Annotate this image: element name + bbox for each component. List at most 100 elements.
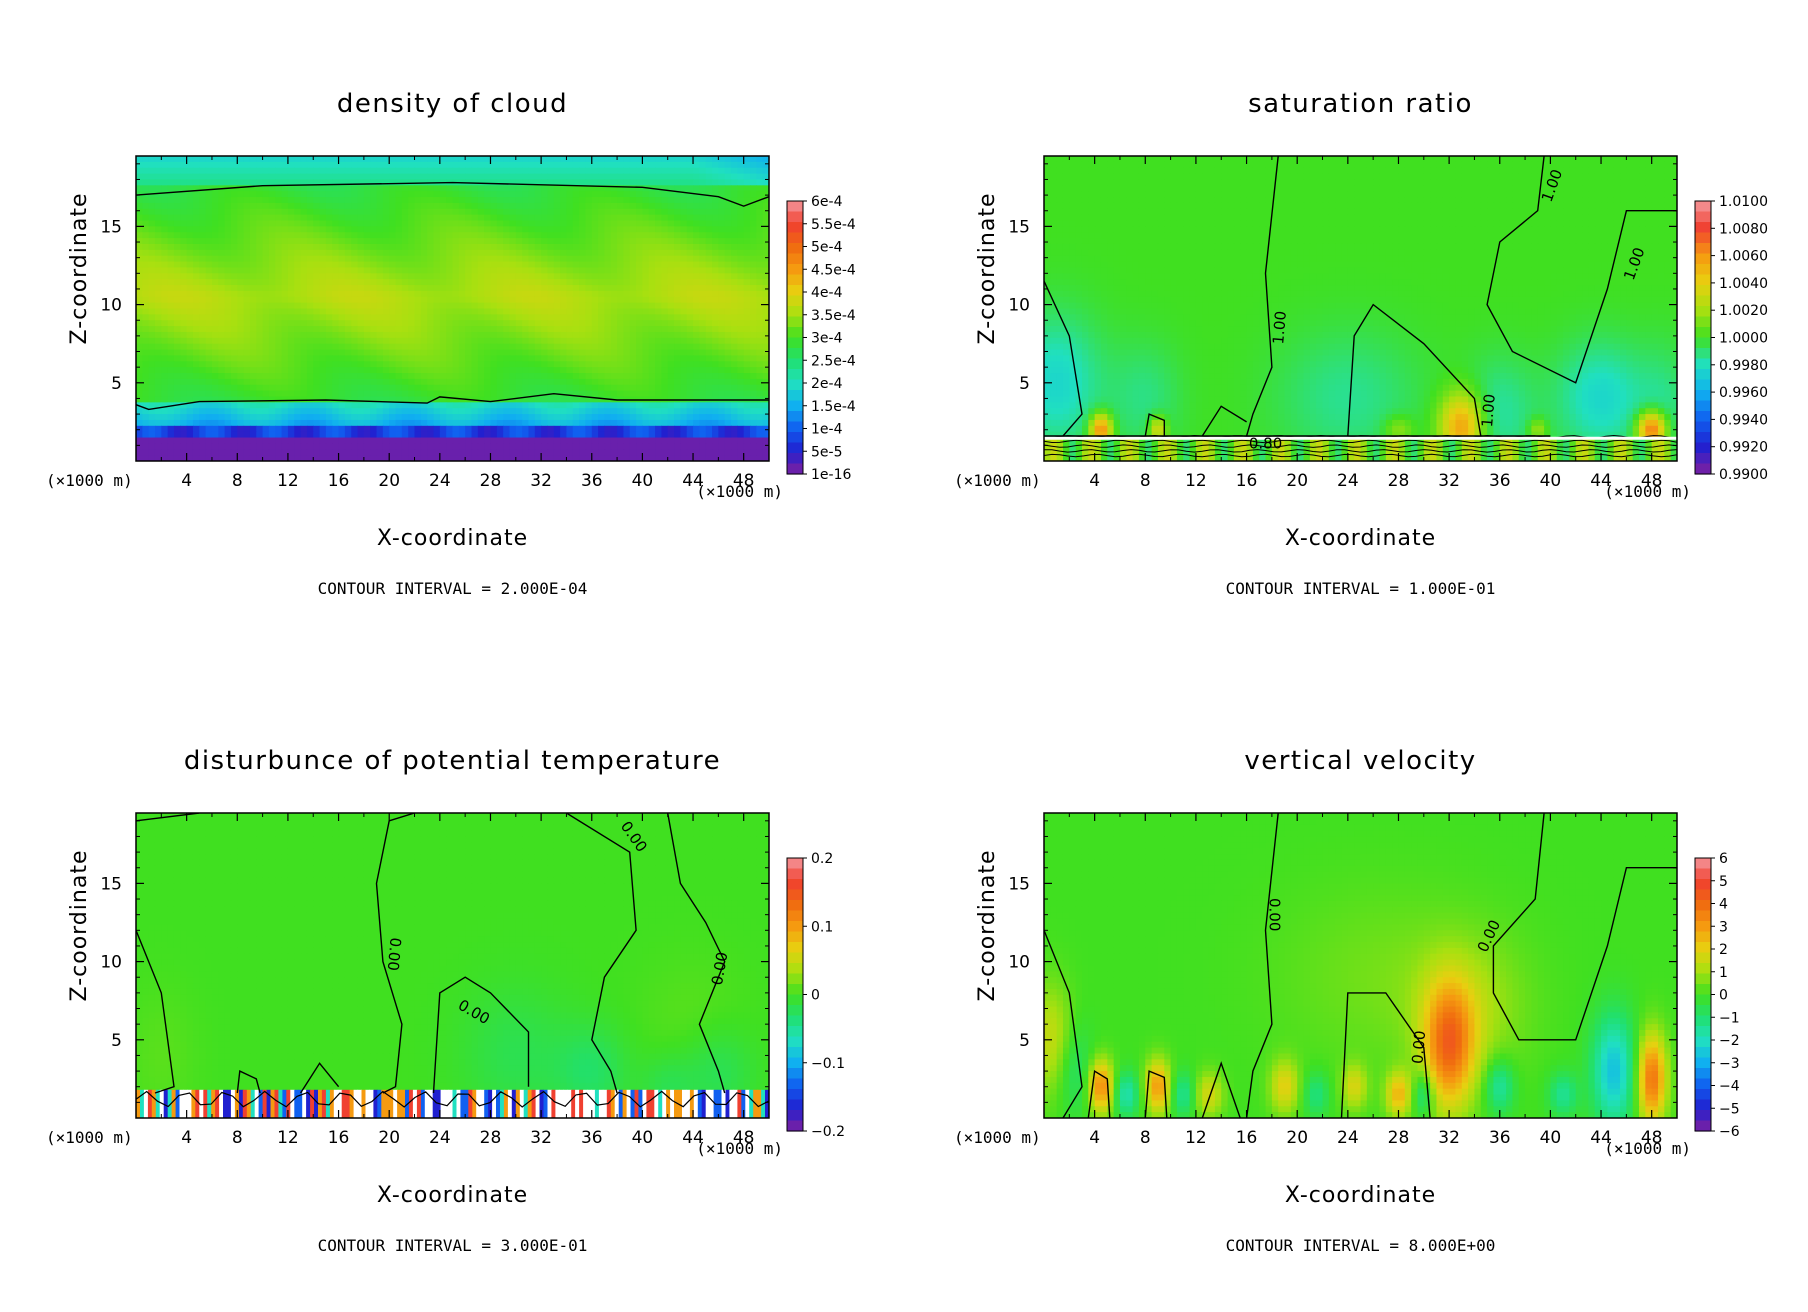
- colorbar-segment: [1695, 1037, 1711, 1048]
- colorbar-segment: [1695, 869, 1711, 880]
- colorbar-label: 0.9980: [1719, 358, 1768, 374]
- surface-noise: [409, 1090, 414, 1118]
- colorbar-label: 4: [1719, 897, 1728, 913]
- colorbar-segment: [787, 380, 803, 391]
- colorbar-label: −6: [1719, 1124, 1740, 1140]
- surface-noise: [757, 1090, 762, 1118]
- contour-interval: CONTOUR INTERVAL = 3.000E-01: [318, 1236, 588, 1255]
- x-tick-label: 32: [530, 1128, 552, 1148]
- colorbar-segment: [787, 359, 803, 370]
- colorbar-segment: [787, 348, 803, 359]
- colorbar-label: 6e-4: [811, 194, 843, 210]
- colorbar-label: −4: [1719, 1079, 1740, 1095]
- surface-noise: [271, 1090, 276, 1118]
- surface-noise: [401, 1090, 406, 1118]
- surface-noise: [650, 1090, 655, 1118]
- x-tick-label: 28: [1388, 471, 1410, 491]
- colorbar-segment: [1695, 900, 1711, 911]
- colorbar-segment: [1695, 275, 1711, 286]
- colorbar-label: 0: [1719, 988, 1728, 1004]
- surface-noise: [512, 1090, 517, 1118]
- colorbar-segment: [787, 974, 803, 985]
- colorbar-segment: [1695, 296, 1711, 307]
- surface-noise: [334, 1090, 339, 1118]
- y-tick-label: 10: [1008, 953, 1030, 973]
- surface-noise: [694, 1090, 699, 1118]
- x-tick-label: 40: [632, 1128, 654, 1148]
- colorbar-label: 3e-4: [811, 331, 843, 347]
- surface-noise: [156, 1090, 161, 1118]
- colorbar-segment: [1695, 264, 1711, 275]
- colorbar-segment: [787, 1110, 803, 1121]
- colorbar-segment: [1695, 1068, 1711, 1079]
- x-tick-label: 28: [480, 471, 502, 491]
- x-unit-left: (×1000 m): [954, 1128, 1041, 1147]
- x-tick-label: 32: [1438, 1128, 1460, 1148]
- x-tick-label: 40: [1540, 1128, 1562, 1148]
- colorbar-segment: [787, 953, 803, 964]
- colorbar-segment: [787, 1037, 803, 1048]
- colorbar-label: 1.0100: [1719, 194, 1768, 210]
- x-unit-right: (×1000 m): [1604, 482, 1691, 501]
- colorbar-label: −0.2: [811, 1124, 845, 1140]
- surface-noise: [251, 1090, 256, 1118]
- y-tick-label: 15: [1008, 874, 1030, 894]
- surface-noise: [294, 1090, 299, 1118]
- surface-noise: [551, 1090, 556, 1118]
- colorbar-segment: [787, 369, 803, 380]
- colorbar-label: 1.0020: [1719, 303, 1768, 319]
- colorbar-segment: [1695, 1005, 1711, 1016]
- panel-title: disturbunce of potential temperature: [184, 746, 721, 776]
- colorbar-segment: [787, 1058, 803, 1069]
- x-tick-label: 12: [277, 471, 299, 491]
- x-tick-label: 24: [1337, 471, 1359, 491]
- x-unit-left: (×1000 m): [46, 471, 133, 490]
- x-tick-label: 12: [1185, 471, 1207, 491]
- surface-noise: [453, 1090, 458, 1118]
- surface-noise: [433, 1090, 438, 1118]
- colorbar-segment: [787, 1026, 803, 1037]
- y-axis-label: Z-coordinate: [975, 193, 1000, 345]
- x-tick-label: 36: [581, 471, 603, 491]
- surface-noise: [290, 1090, 295, 1118]
- x-tick-label: 32: [1438, 471, 1460, 491]
- colorbar-segment: [787, 1068, 803, 1079]
- colorbar-segment: [787, 995, 803, 1006]
- surface-noise: [571, 1090, 576, 1118]
- x-unit-right: (×1000 m): [1604, 1139, 1691, 1158]
- contour-label: 0.00: [1265, 898, 1283, 931]
- surface-gap: [1044, 437, 1677, 440]
- colorbar-label: 0.9920: [1719, 440, 1768, 456]
- surface-noise: [749, 1090, 754, 1118]
- colorbar-segment: [1695, 201, 1711, 212]
- surface-noise: [508, 1090, 513, 1118]
- surface-noise: [413, 1090, 418, 1118]
- colorbar-segment: [787, 306, 803, 317]
- colorbar-label: 0.9900: [1719, 467, 1768, 483]
- colorbar-segment: [1695, 1079, 1711, 1090]
- surface-noise: [492, 1090, 497, 1118]
- colorbar-label: 5e-4: [811, 240, 843, 256]
- colorbar-label: 1.5e-4: [811, 399, 856, 415]
- surface-noise: [631, 1090, 636, 1118]
- colorbar-segment: [787, 254, 803, 265]
- x-axis-label: X-coordinate: [377, 1183, 528, 1208]
- x-axis-label: X-coordinate: [1285, 1183, 1436, 1208]
- y-tick-label: 15: [1008, 217, 1030, 237]
- colorbar-segment: [1695, 1016, 1711, 1027]
- colorbar-segment: [787, 911, 803, 922]
- colorbar-label: 5e-5: [811, 444, 842, 460]
- surface-noise: [172, 1090, 177, 1118]
- surface-noise: [275, 1090, 280, 1118]
- surface-noise: [646, 1090, 651, 1118]
- colorbar-segment: [787, 453, 803, 464]
- colorbar-label: 1.0080: [1719, 221, 1768, 237]
- colorbar-segment: [787, 1079, 803, 1090]
- y-tick-label: 10: [100, 953, 122, 973]
- x-tick-label: 36: [1489, 1128, 1511, 1148]
- field-raster: [136, 156, 770, 462]
- x-tick-label: 32: [530, 471, 552, 491]
- colorbar-label: 1.0040: [1719, 276, 1768, 292]
